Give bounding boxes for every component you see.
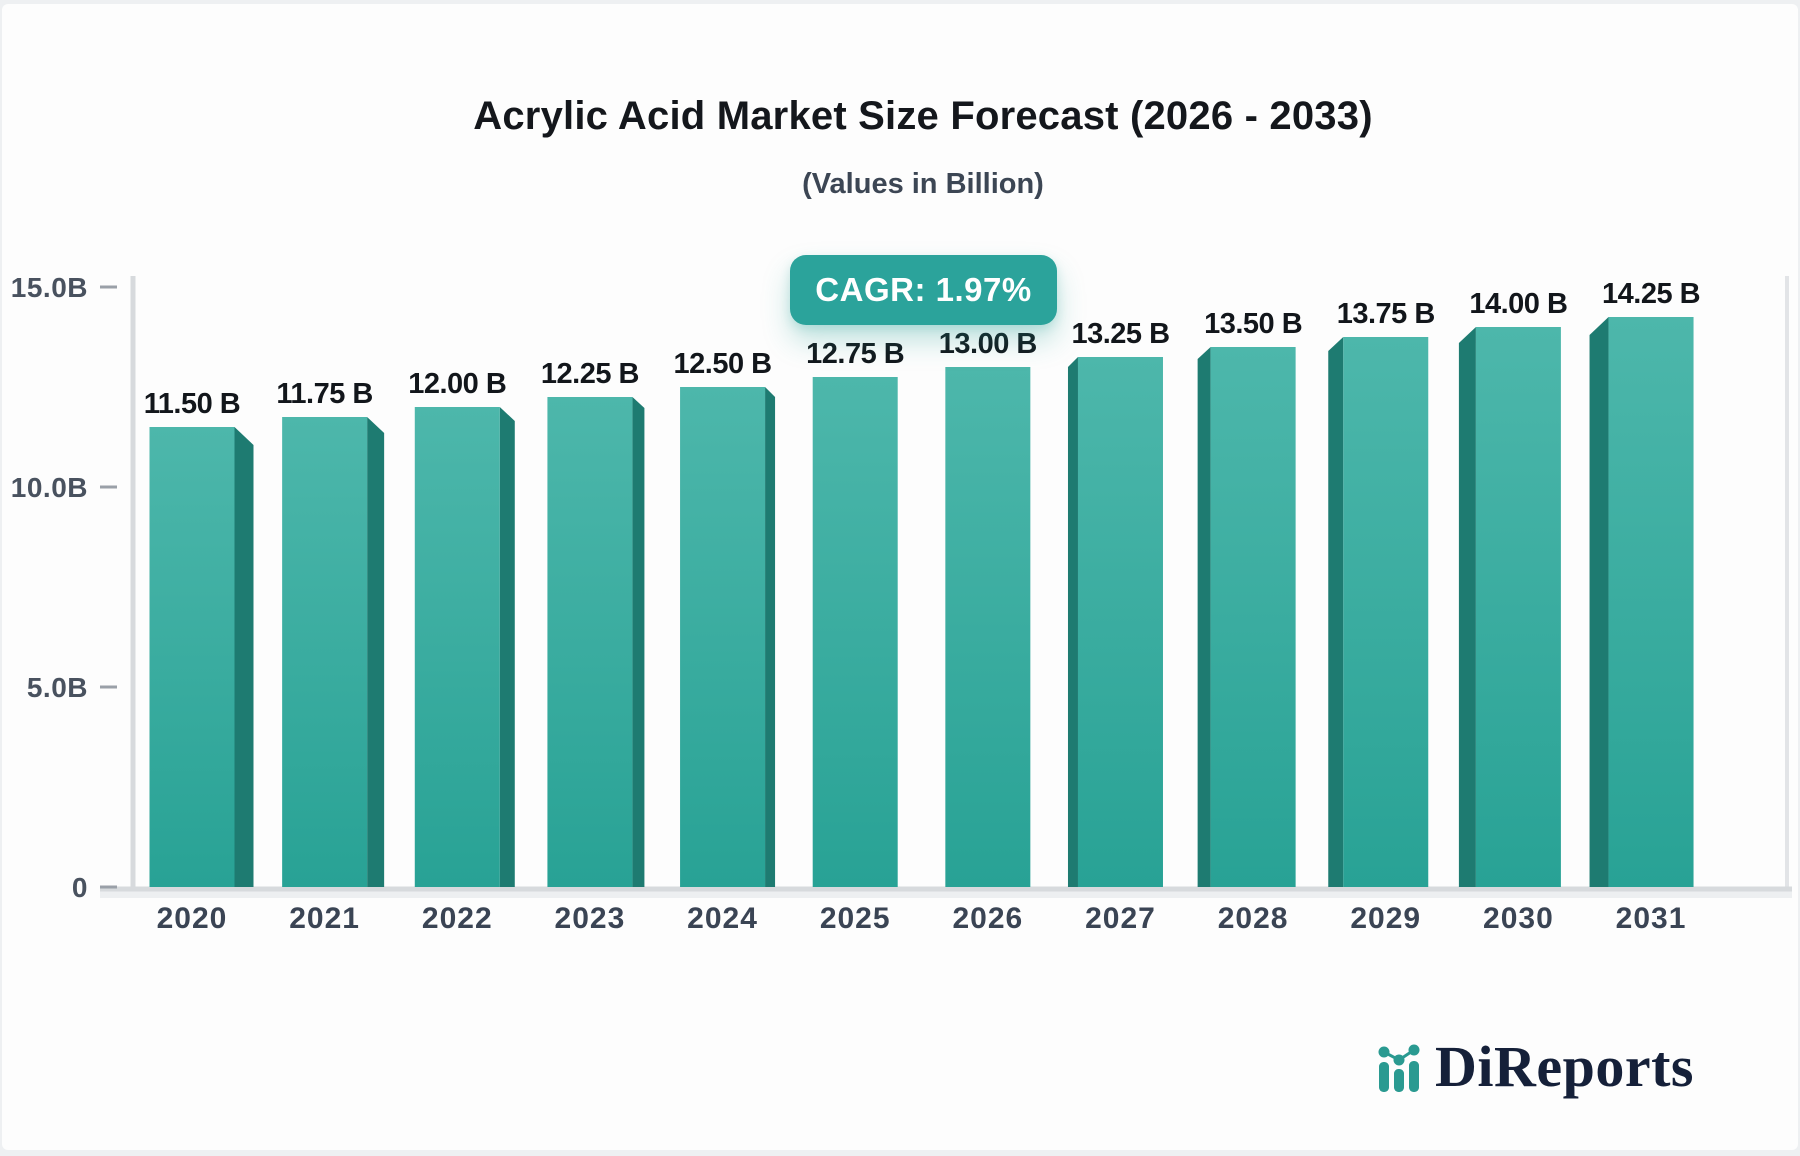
bar-value-label: 12.25 B [541, 358, 639, 390]
x-axis-year-label: 2030 [1483, 902, 1554, 935]
bar-side-face [765, 387, 776, 887]
bar [812, 377, 898, 887]
bar [1608, 317, 1694, 887]
bar-value-label: 14.25 B [1602, 278, 1700, 310]
x-axis-year-label: 2028 [1218, 902, 1289, 935]
x-axis-year-label: 2029 [1350, 902, 1421, 935]
bar-value-label: 12.00 B [408, 368, 506, 400]
y-tick-label: 10.0B [11, 472, 88, 503]
x-axis-year-label: 2031 [1616, 902, 1687, 935]
bar-side-face [499, 407, 515, 887]
bar [1343, 337, 1429, 887]
bar [282, 417, 368, 887]
x-axis-year-label: 2022 [422, 902, 493, 935]
bar-value-label: 13.50 B [1204, 308, 1302, 340]
x-axis-year-label: 2026 [952, 902, 1023, 935]
bar [680, 387, 766, 887]
bar-side-face [1197, 347, 1211, 887]
bar-side-face [1067, 357, 1078, 887]
chart-subtitle: (Values in Billion) [802, 168, 1044, 200]
logo: DiReports [1375, 1033, 1694, 1100]
bar-value-label: 13.00 B [939, 328, 1037, 360]
chart-title: Acrylic Acid Market Size Forecast (2026 … [473, 94, 1373, 138]
bar-value-label: 13.25 B [1071, 318, 1169, 350]
x-axis-year-label: 2023 [555, 902, 626, 935]
bar-side-face [1458, 327, 1476, 887]
bar [547, 397, 633, 887]
cagr-badge: CAGR: 1.97% [790, 255, 1057, 325]
bar-side-face [1328, 337, 1344, 887]
bar-side-face [632, 397, 645, 887]
y-tick-label: 5.0B [27, 672, 88, 703]
bar-value-label: 11.50 B [144, 388, 240, 420]
x-axis-year-label: 2024 [687, 902, 758, 935]
bar-side-face [1589, 317, 1609, 887]
bar-value-label: 12.50 B [674, 348, 772, 380]
bar-value-label: 12.75 B [806, 338, 904, 370]
bar [149, 427, 235, 887]
y-tick-label: 0 [72, 872, 88, 903]
bar-side-face [234, 427, 254, 887]
x-axis-year-label: 2027 [1085, 902, 1156, 935]
bar [1210, 347, 1296, 887]
bar-value-label: 14.00 B [1469, 288, 1567, 320]
bar [414, 407, 500, 887]
bar-value-label: 13.75 B [1337, 298, 1435, 330]
logo-chart-icon [1378, 1044, 1420, 1092]
bar [945, 367, 1031, 887]
y-tick-label: 15.0B [11, 272, 88, 303]
bar-side-face [367, 417, 385, 887]
bar [1475, 327, 1561, 887]
bar [1077, 357, 1163, 887]
bar-value-label: 11.75 B [276, 378, 372, 410]
x-axis-year-label: 2020 [157, 902, 228, 935]
x-axis-year-label: 2021 [289, 902, 360, 935]
logo-text: DiReports [1434, 1034, 1694, 1099]
x-axis-shadow [100, 891, 1792, 898]
x-axis-year-label: 2025 [820, 902, 891, 935]
